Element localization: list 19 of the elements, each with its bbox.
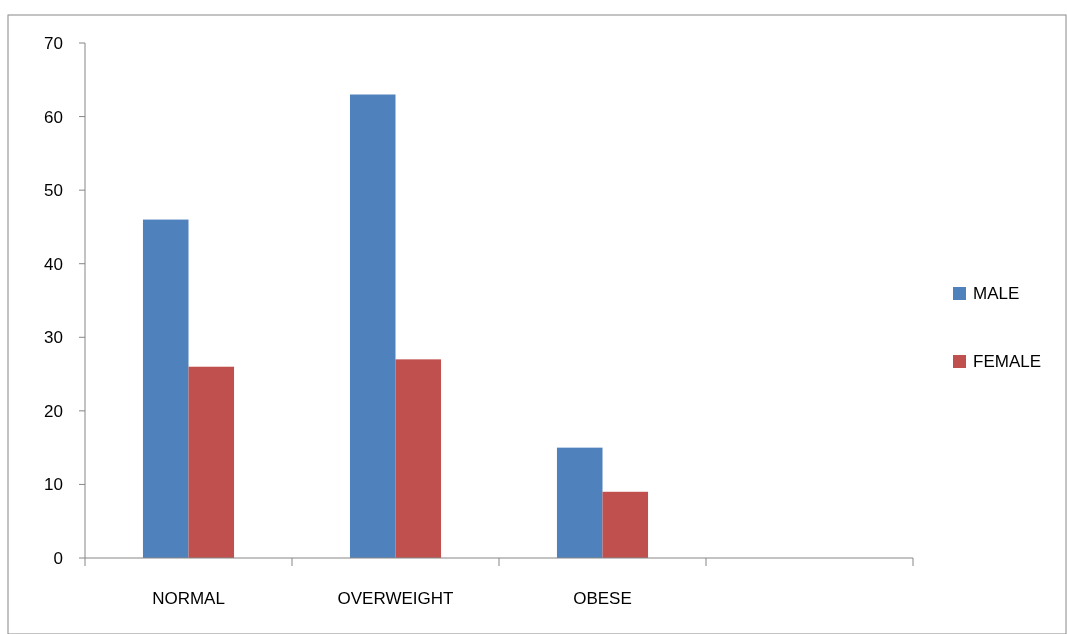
x-tick-label: OVERWEIGHT (337, 589, 454, 608)
y-tick-label: 40 (44, 254, 63, 274)
legend-label: MALE (973, 283, 1020, 303)
y-tick-label: 70 (44, 33, 63, 53)
x-tick-label: NORMAL (152, 589, 225, 608)
bar (142, 219, 189, 558)
bar (349, 94, 396, 558)
x-tick-label: OBESE (573, 589, 632, 608)
y-tick-label: 0 (53, 548, 63, 568)
y-tick-label: 50 (44, 181, 63, 201)
bar (602, 491, 649, 558)
legend-label: FEMALE (973, 351, 1042, 371)
bar (188, 366, 235, 558)
bar (556, 447, 603, 558)
y-tick-label: 60 (44, 107, 63, 127)
y-tick-label: 20 (44, 401, 63, 421)
y-tick-label: 10 (44, 475, 63, 495)
y-tick-label: 30 (44, 328, 63, 348)
bar (395, 359, 442, 558)
